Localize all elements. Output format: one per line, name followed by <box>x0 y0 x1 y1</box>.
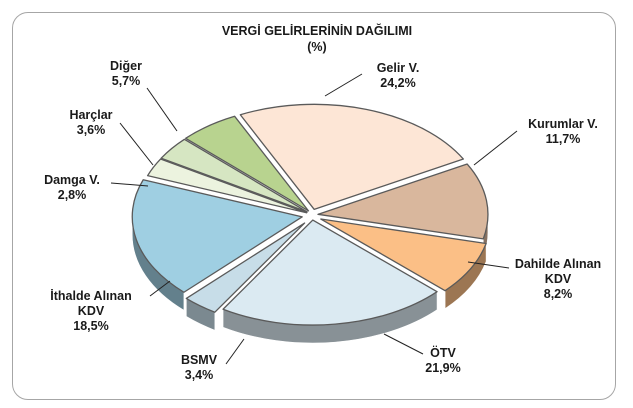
leader-line <box>467 261 510 269</box>
leader-line <box>149 280 171 297</box>
slice-name: BSMV <box>181 353 218 367</box>
slice-label: Dahilde Alınan KDV 8,2% <box>515 257 601 301</box>
leader-line <box>119 122 154 166</box>
slice <box>146 158 308 214</box>
slice-value: 8,2% <box>544 287 573 301</box>
slice-name: Kurumlar V. <box>528 117 598 131</box>
slice <box>239 103 465 210</box>
slice-label: Diğer 5,7% <box>110 59 142 88</box>
leader-line <box>146 87 178 132</box>
slice-name: ÖTV <box>430 345 456 360</box>
slice-label: İthalde Alınan KDV 18,5% <box>50 288 132 333</box>
slice-labels: Gelir V. 24,2% Kurumlar V. 11,7% Dahilde Alı… <box>44 59 601 382</box>
slice-value: 3,6% <box>77 123 106 137</box>
slice-value: 24,2% <box>380 76 415 90</box>
slice-label: Harçlar 3,6% <box>69 108 112 137</box>
slice-value: 11,7% <box>546 132 581 146</box>
leader-line <box>225 338 245 365</box>
slice-value: 18,5% <box>73 319 108 333</box>
slice-label: Damga V. 2,8% <box>44 173 100 202</box>
pie-side-walls <box>131 214 489 344</box>
slice-value: 2,8% <box>58 188 87 202</box>
slice-value: 21,9% <box>425 361 460 375</box>
pie-slices <box>131 103 489 326</box>
slice <box>317 163 489 240</box>
slice-value: 3,4% <box>185 368 214 382</box>
leader-line <box>473 130 518 166</box>
leader-line <box>324 73 363 97</box>
chart-subtitle: (%) <box>307 40 326 54</box>
slice-name: Gelir V. <box>377 61 420 75</box>
slice-name: KDV <box>78 304 105 318</box>
slice-name: Damga V. <box>44 173 100 187</box>
leader-line <box>110 182 149 187</box>
slice-label: Gelir V. 24,2% <box>377 61 420 90</box>
slice-value: 5,7% <box>112 74 141 88</box>
slice <box>160 138 308 213</box>
slice-name: İthalde Alınan <box>50 288 132 303</box>
slice-name: Diğer <box>110 59 142 73</box>
slice <box>222 219 438 326</box>
slice-name: KDV <box>545 272 572 286</box>
leader-line <box>383 333 424 355</box>
slice-label: BSMV 3,4% <box>181 353 218 382</box>
slice <box>185 115 310 212</box>
slice-name: Harçlar <box>69 108 112 122</box>
chart-title: VERGİ GELİRLERİNİN DAĞILIMI <box>222 23 412 38</box>
slice <box>320 218 487 292</box>
slice-label: ÖTV 21,9% <box>425 345 460 375</box>
slice-name: Dahilde Alınan <box>515 257 601 271</box>
slice <box>131 179 303 293</box>
slice-label: Kurumlar V. 11,7% <box>528 117 598 146</box>
slice <box>185 222 306 313</box>
